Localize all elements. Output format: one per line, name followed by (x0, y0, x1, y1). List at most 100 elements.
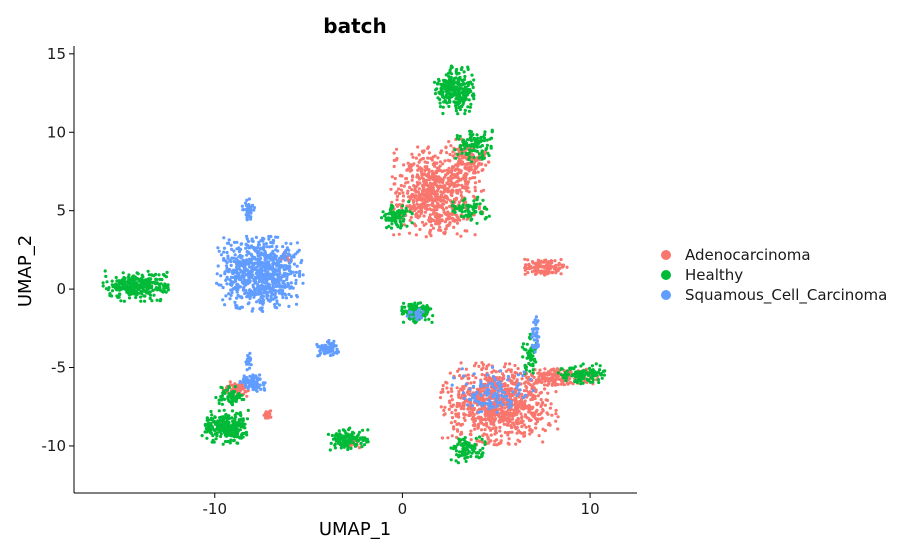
data-point (269, 240, 273, 245)
data-point (410, 207, 414, 211)
data-point (423, 160, 427, 164)
data-point (464, 367, 468, 371)
data-point (254, 246, 258, 250)
data-point (473, 185, 477, 189)
data-point (425, 198, 429, 202)
data-point (597, 380, 601, 385)
data-point (485, 138, 489, 142)
data-point (342, 442, 347, 446)
data-point (159, 282, 163, 286)
data-point (156, 286, 160, 291)
data-point (395, 147, 399, 151)
x-tick-label: -10 (203, 500, 228, 518)
data-point (454, 459, 458, 463)
data-point (468, 105, 472, 109)
data-point (545, 272, 549, 276)
data-point (419, 193, 423, 197)
data-point (422, 197, 426, 201)
data-point (531, 362, 535, 366)
data-point (271, 282, 275, 287)
legend-item: Squamous_Cell_Carcinoma (661, 286, 887, 305)
data-point (154, 272, 158, 276)
data-point (459, 406, 463, 411)
data-point (280, 264, 284, 269)
data-point (484, 418, 488, 422)
data-point (219, 253, 223, 257)
data-point (417, 160, 421, 164)
data-point (590, 375, 594, 379)
data-point (554, 408, 558, 412)
data-point (491, 409, 495, 413)
data-point (267, 234, 271, 239)
data-point (469, 102, 473, 106)
data-point (289, 294, 293, 299)
data-point (479, 379, 483, 383)
data-point (513, 363, 517, 368)
data-point (544, 263, 549, 267)
data-point (470, 160, 474, 164)
data-point (480, 155, 484, 159)
cluster-point-group (315, 338, 341, 358)
data-point (472, 155, 476, 160)
data-point (209, 428, 213, 432)
data-point (412, 184, 416, 188)
data-point (481, 366, 485, 370)
data-point (564, 379, 568, 383)
data-point (219, 422, 223, 426)
data-point (451, 176, 455, 180)
data-point (445, 200, 449, 204)
data-point (538, 372, 542, 376)
data-point (247, 366, 252, 370)
data-point (468, 212, 472, 216)
data-point (450, 212, 454, 216)
data-point (490, 413, 494, 417)
data-point (483, 422, 487, 427)
data-point (522, 434, 526, 438)
data-point (476, 163, 480, 167)
data-point (395, 204, 400, 208)
data-point (538, 391, 542, 395)
data-point (237, 246, 241, 250)
data-point (395, 156, 399, 161)
data-point (473, 233, 477, 237)
data-point (491, 374, 495, 379)
data-point (455, 232, 459, 236)
data-point (402, 214, 406, 218)
data-point (456, 191, 460, 195)
data-point (487, 160, 491, 164)
data-point (229, 263, 233, 267)
data-point (418, 301, 423, 305)
data-point (476, 451, 480, 455)
data-point (352, 441, 356, 445)
data-point (489, 433, 493, 437)
data-point (444, 73, 448, 77)
data-point (223, 303, 227, 307)
data-point (449, 81, 453, 85)
data-point (229, 288, 233, 292)
y-axis-title: UMAP_2 (15, 235, 36, 307)
data-point (351, 435, 356, 439)
data-point (280, 274, 284, 278)
data-point (224, 388, 228, 392)
data-point (355, 442, 359, 446)
data-point (273, 267, 277, 271)
data-point (237, 418, 241, 422)
data-point (523, 272, 527, 276)
data-point (452, 100, 456, 104)
data-point (246, 269, 250, 274)
data-point (450, 416, 455, 420)
data-point (403, 209, 407, 213)
data-point (406, 189, 410, 193)
data-point (283, 283, 287, 287)
data-point (523, 406, 528, 410)
data-point (361, 436, 365, 440)
data-point (224, 294, 228, 298)
data-point (520, 345, 525, 349)
data-point (481, 434, 485, 438)
data-point (222, 250, 226, 254)
data-point (235, 441, 239, 445)
data-point (144, 289, 148, 293)
data-point (272, 260, 276, 265)
data-point (160, 289, 164, 293)
data-point (549, 372, 554, 376)
